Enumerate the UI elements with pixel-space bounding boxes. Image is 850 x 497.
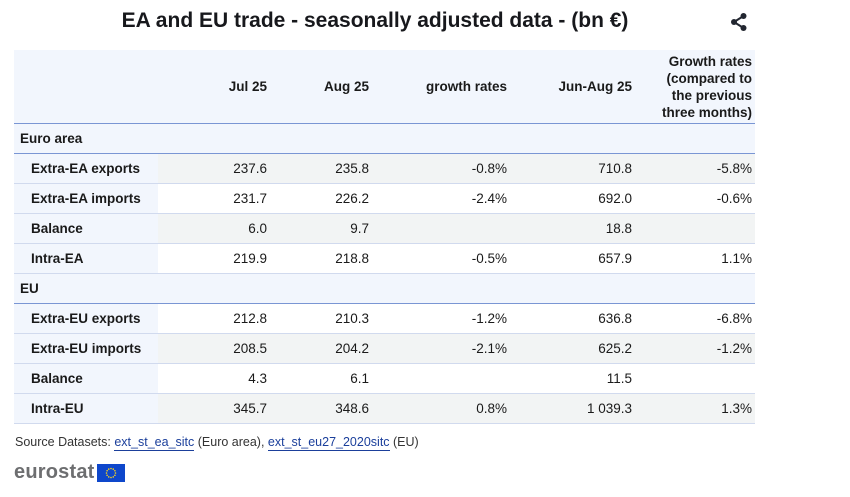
logo-text: eurostat — [14, 461, 95, 483]
table-row: Intra-EA 219.9 218.8 -0.5% 657.9 1.1% — [14, 243, 755, 274]
cell-growth: -1.2% — [372, 303, 510, 334]
cell-jun-aug: 710.8 — [510, 153, 635, 184]
cell-aug: 6.1 — [270, 363, 372, 394]
cell-jul: 4.3 — [158, 363, 270, 394]
cell-jul: 6.0 — [158, 213, 270, 244]
cell-growth-3m: -1.2% — [635, 333, 755, 364]
cell-growth-3m — [635, 363, 755, 394]
dataset-link-eu[interactable]: ext_st_eu27_2020sitc — [267, 435, 390, 451]
source-datasets: Source Datasets: ext_st_ea_sitc (Euro ar… — [15, 435, 419, 451]
source-suffix: (EU) — [389, 435, 419, 449]
cell-growth: -0.5% — [372, 243, 510, 274]
section-label: EU — [14, 273, 755, 304]
cell-growth: -0.8% — [372, 153, 510, 184]
cell-jul: 219.9 — [158, 243, 270, 274]
cell-growth — [372, 213, 510, 244]
cell-jul: 212.8 — [158, 303, 270, 334]
row-label: Intra-EA — [14, 243, 158, 274]
cell-aug: 218.8 — [270, 243, 372, 274]
cell-jun-aug: 625.2 — [510, 333, 635, 364]
section-header-row: Euro area — [14, 123, 755, 154]
cell-growth-3m: -5.8% — [635, 153, 755, 184]
cell-aug: 226.2 — [270, 183, 372, 214]
table-row: Extra-EU imports 208.5 204.2 -2.1% 625.2 -1.2… — [14, 333, 755, 364]
cell-growth — [372, 363, 510, 394]
table-row: Extra-EA imports 231.7 226.2 -2.4% 692.0 -0.6… — [14, 183, 755, 214]
eurostat-logo: eurostat — [14, 461, 125, 484]
column-header-aug: Aug 25 — [270, 50, 372, 124]
header-line: three months) — [661, 104, 752, 120]
row-label: Extra-EU exports — [14, 303, 158, 334]
table-row: Intra-EU 345.7 348.6 0.8% 1 039.3 1.3% — [14, 393, 755, 424]
row-label: Balance — [14, 213, 158, 244]
header-line: Growth rates — [668, 53, 752, 69]
column-header-growth-3m: Growth rates (compared to the previous t… — [635, 50, 755, 124]
cell-aug: 348.6 — [270, 393, 372, 424]
share-icon[interactable] — [729, 12, 749, 32]
column-header-jun-aug: Jun-Aug 25 — [510, 50, 635, 124]
column-header-label — [14, 50, 158, 124]
cell-growth: 0.8% — [372, 393, 510, 424]
section-label: Euro area — [14, 123, 755, 154]
table-row: Balance 4.3 6.1 11.5 — [14, 363, 755, 394]
row-label: Extra-EA exports — [14, 153, 158, 184]
table-header-row: Jul 25 Aug 25 growth rates Jun-Aug 25 Gr… — [14, 50, 755, 124]
table-row: Extra-EA exports 237.6 235.8 -0.8% 710.8 -5.8… — [14, 153, 755, 184]
cell-jun-aug: 636.8 — [510, 303, 635, 334]
row-label: Balance — [14, 363, 158, 394]
cell-jun-aug: 692.0 — [510, 183, 635, 214]
cell-growth-3m — [635, 213, 755, 244]
column-header-growth: growth rates — [372, 50, 510, 124]
header-line: (compared to — [666, 70, 752, 86]
row-label: Extra-EU imports — [14, 333, 158, 364]
cell-growth: -2.1% — [372, 333, 510, 364]
header-line: the previous — [671, 87, 752, 103]
section-header-row: EU — [14, 273, 755, 304]
cell-growth: -2.4% — [372, 183, 510, 214]
cell-growth-3m: -6.8% — [635, 303, 755, 334]
cell-growth-3m: 1.1% — [635, 243, 755, 274]
cell-aug: 210.3 — [270, 303, 372, 334]
eu-flag-icon — [96, 463, 125, 482]
cell-jul: 345.7 — [158, 393, 270, 424]
column-header-jul: Jul 25 — [158, 50, 270, 124]
source-prefix: Source Datasets: — [15, 435, 115, 449]
dataset-link-ea[interactable]: ext_st_ea_sitc — [114, 435, 195, 451]
row-label: Extra-EA imports — [14, 183, 158, 214]
cell-aug: 235.8 — [270, 153, 372, 184]
row-label: Intra-EU — [14, 393, 158, 424]
chart-title: EA and EU trade - seasonally adjusted da… — [121, 9, 629, 32]
trade-table: Jul 25 Aug 25 growth rates Jun-Aug 25 Gr… — [14, 50, 755, 424]
table-body: Euro area Extra-EA exports 237.6 235.8 -0.8%… — [14, 123, 755, 424]
cell-aug: 9.7 — [270, 213, 372, 244]
table-row: Extra-EU exports 212.8 210.3 -1.2% 636.8 -6.8… — [14, 303, 755, 334]
cell-jun-aug: 657.9 — [510, 243, 635, 274]
cell-growth-3m: -0.6% — [635, 183, 755, 214]
cell-jul: 231.7 — [158, 183, 270, 214]
cell-jun-aug: 18.8 — [510, 213, 635, 244]
cell-jul: 208.5 — [158, 333, 270, 364]
cell-growth-3m: 1.3% — [635, 393, 755, 424]
cell-aug: 204.2 — [270, 333, 372, 364]
cell-jun-aug: 1 039.3 — [510, 393, 635, 424]
cell-jun-aug: 11.5 — [510, 363, 635, 394]
cell-jul: 237.6 — [158, 153, 270, 184]
table-row: Balance 6.0 9.7 18.8 — [14, 213, 755, 244]
source-mid: (Euro area), — [194, 435, 268, 449]
